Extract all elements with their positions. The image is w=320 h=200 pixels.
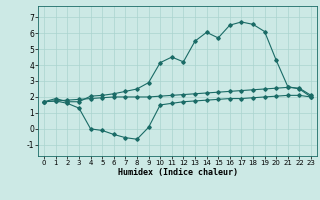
X-axis label: Humidex (Indice chaleur): Humidex (Indice chaleur) [118,168,238,177]
